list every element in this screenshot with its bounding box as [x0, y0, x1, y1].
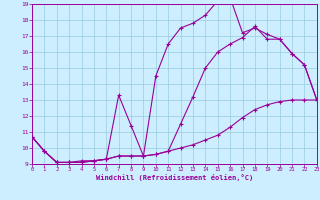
X-axis label: Windchill (Refroidissement éolien,°C): Windchill (Refroidissement éolien,°C): [96, 174, 253, 181]
